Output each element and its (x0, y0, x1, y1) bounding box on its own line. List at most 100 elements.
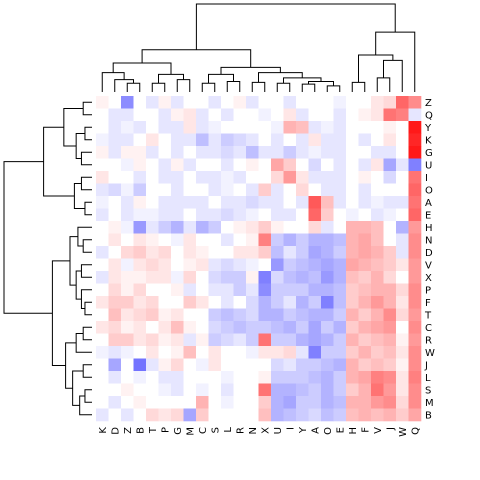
heatmap-cell (171, 246, 184, 259)
heatmap-cell (121, 246, 134, 259)
heatmap-cell (246, 408, 259, 422)
heatmap-cell (233, 121, 247, 134)
heatmap-cell (271, 146, 284, 159)
heatmap-cell (246, 258, 259, 272)
heatmap-cell (271, 233, 284, 247)
heatmap-cell (171, 233, 184, 247)
heatmap-cell (408, 171, 422, 184)
dendrogram-branch (226, 80, 241, 92)
heatmap-cell (271, 346, 284, 359)
heatmap-cell (108, 258, 122, 272)
heatmap-cell (383, 333, 397, 347)
heatmap-cell (271, 321, 284, 334)
heatmap-cell (271, 158, 284, 172)
dendrogram-branch (80, 151, 92, 166)
heatmap-cell (271, 246, 284, 259)
heatmap-cell (108, 121, 122, 134)
heatmap-cell (371, 246, 384, 259)
heatmap-cell (396, 383, 409, 397)
heatmap-cell (171, 146, 184, 159)
heatmap-cell (171, 296, 184, 309)
heatmap-cell (396, 171, 409, 184)
heatmap-cell (371, 196, 384, 209)
dendrogram-branch (63, 108, 84, 147)
heatmap-cell (158, 346, 172, 359)
heatmap-cell (221, 333, 234, 347)
heatmap-cell (271, 221, 284, 234)
heatmap-cell (233, 358, 247, 372)
column-label: F (360, 427, 371, 433)
heatmap-cell (271, 371, 284, 384)
heatmap-cell (346, 108, 359, 122)
heatmap-cell (296, 408, 309, 422)
heatmap-cell (96, 346, 109, 359)
column-label: T (148, 426, 159, 434)
heatmap-cell (221, 133, 234, 147)
heatmap-cell (283, 96, 297, 109)
heatmap-cell (346, 258, 359, 272)
heatmap-cell (196, 208, 209, 222)
heatmap-cell (308, 158, 322, 172)
heatmap-cell (171, 158, 184, 172)
heatmap-cell (258, 358, 272, 372)
column-label: D (110, 427, 121, 435)
heatmap-cell (183, 258, 197, 272)
heatmap-cell (133, 383, 147, 397)
heatmap-cell (96, 333, 109, 347)
heatmap-cell (333, 133, 347, 147)
heatmap-cell (321, 396, 334, 409)
heatmap-cell (208, 321, 222, 334)
heatmap-cell (246, 246, 259, 259)
heatmap-cell (296, 221, 309, 234)
heatmap-cell (208, 308, 222, 322)
heatmap-cell (108, 146, 122, 159)
dendrogram-branch (84, 201, 92, 216)
heatmap-cell (396, 296, 409, 309)
heatmap-cell (371, 333, 384, 347)
heatmap-cell (408, 383, 422, 397)
heatmap-cell (183, 171, 197, 184)
row-label: O (425, 185, 433, 196)
heatmap-cell (321, 208, 334, 222)
heatmap-cell (321, 283, 334, 297)
heatmap-cell (146, 258, 159, 272)
heatmap-cell (358, 383, 372, 397)
heatmap-cell (171, 358, 184, 372)
heatmap-cell (333, 146, 347, 159)
heatmap-cell (196, 121, 209, 134)
heatmap-cell (346, 246, 359, 259)
heatmap-cell (296, 346, 309, 359)
heatmap-cell (283, 121, 297, 134)
row-label: P (425, 285, 431, 296)
heatmap-cell (333, 221, 347, 234)
heatmap-cell (108, 108, 122, 122)
heatmap-cell (346, 371, 359, 384)
heatmap-cell (408, 258, 422, 272)
heatmap-cell (371, 208, 384, 222)
heatmap-cell (296, 246, 309, 259)
heatmap-cell (208, 146, 222, 159)
dendrogram-branch (375, 31, 416, 92)
heatmap-cell (246, 133, 259, 147)
heatmap-cell (271, 333, 284, 347)
heatmap-cell (196, 371, 209, 384)
heatmap-cell (308, 146, 322, 159)
heatmap-cell (208, 258, 222, 272)
heatmap-cell (208, 196, 222, 209)
heatmap-cell (383, 108, 397, 122)
heatmap-cell (333, 396, 347, 409)
heatmap-cell (96, 358, 109, 372)
heatmap-cell (271, 121, 284, 134)
heatmap-cell (358, 121, 372, 134)
heatmap-cell (208, 121, 222, 134)
dendrogram-branch (283, 77, 322, 84)
heatmap-cell (133, 371, 147, 384)
row-label: L (425, 373, 431, 384)
heatmap-cell (246, 171, 259, 184)
heatmap-cell (258, 258, 272, 272)
heatmap-cell (271, 133, 284, 147)
heatmap-cell (308, 358, 322, 372)
heatmap-cell (158, 221, 172, 234)
heatmap-cell (196, 171, 209, 184)
heatmap-cell (196, 346, 209, 359)
